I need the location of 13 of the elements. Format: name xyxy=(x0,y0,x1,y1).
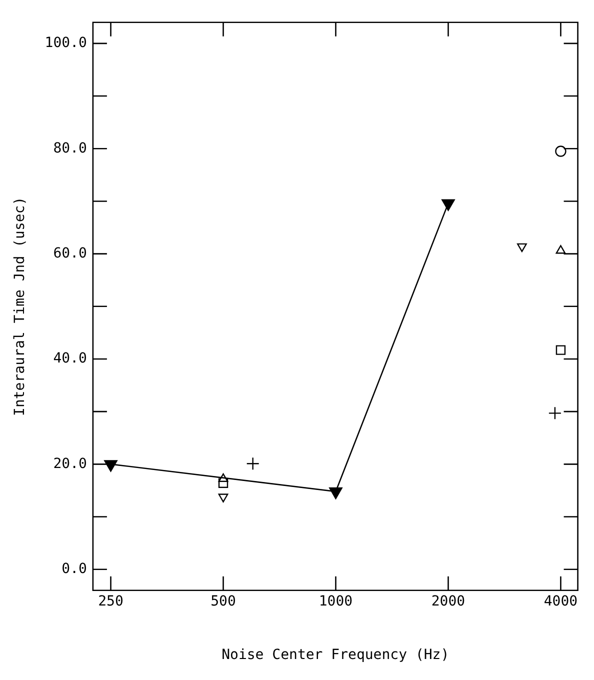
x-tick-label: 2000 xyxy=(431,593,466,610)
x-tick-label: 500 xyxy=(210,593,236,610)
x-axis-title: Noise Center Frequency (Hz) xyxy=(222,647,450,664)
y-tick-label: 0.0 xyxy=(62,561,87,578)
y-tick-label: 20.0 xyxy=(53,456,87,472)
y-tick-label: 100.0 xyxy=(44,35,87,52)
x-tick-label: 4000 xyxy=(544,593,578,610)
x-tick-label: 1000 xyxy=(318,593,353,610)
x-tick-label: 250 xyxy=(98,593,124,610)
y-tick-label: 60.0 xyxy=(53,245,87,262)
y-tick-label: 40.0 xyxy=(53,350,87,367)
y-axis-title: Interaural Time Jnd (usec) xyxy=(12,196,28,416)
y-tick-label: 80.0 xyxy=(53,140,87,156)
